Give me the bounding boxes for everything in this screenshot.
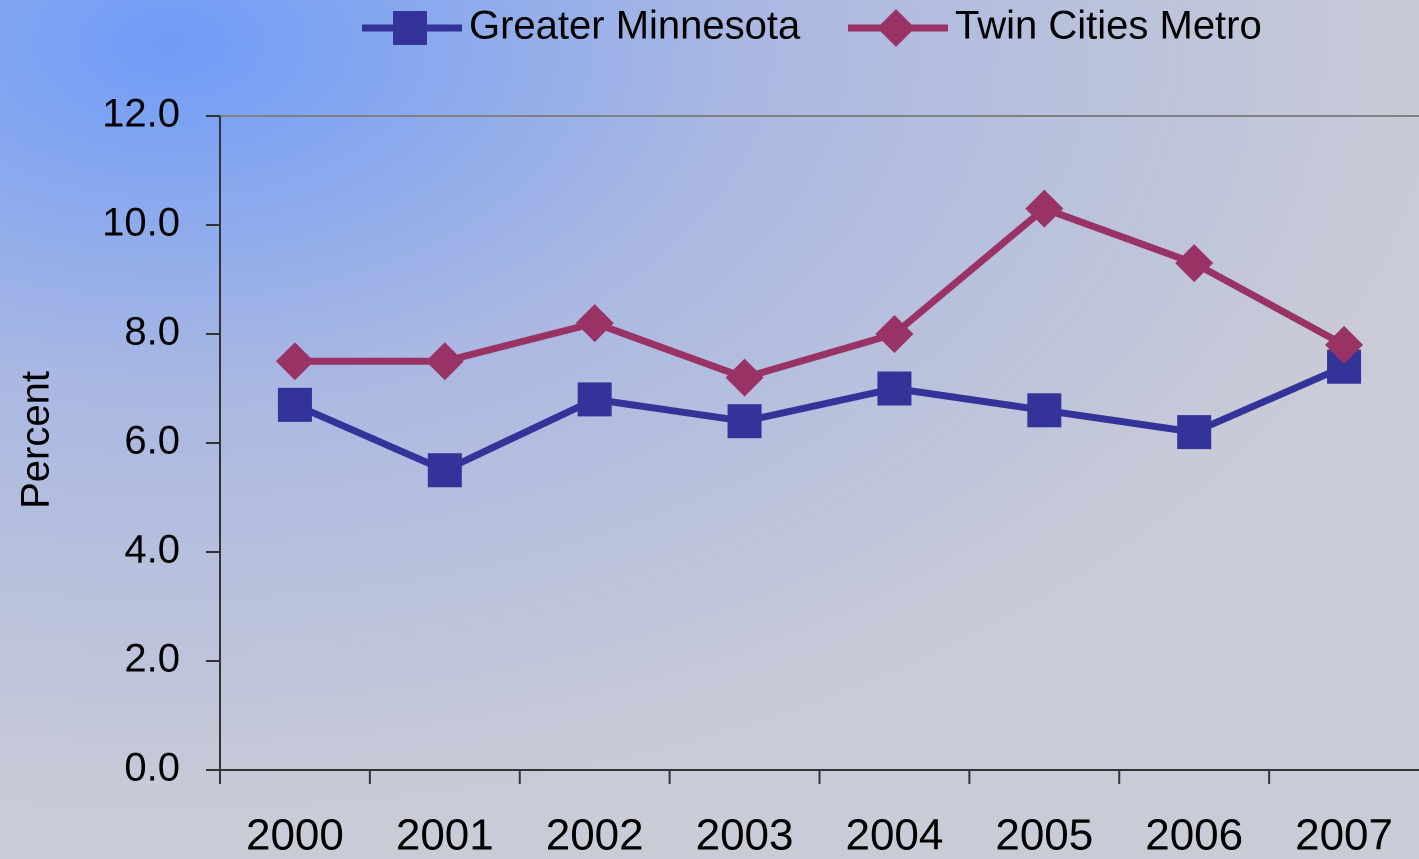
marker-square	[1027, 393, 1062, 428]
series-line	[294, 205, 1346, 382]
marker-square	[727, 404, 762, 439]
legend-label: Twin Cities Metro	[955, 4, 1262, 48]
x-tick-label: 2003	[696, 811, 794, 859]
x-tick-label: 2006	[1145, 811, 1243, 859]
marker-square	[427, 453, 462, 488]
marker-diamond	[1025, 189, 1064, 228]
x-tick-label: 2007	[1295, 811, 1393, 859]
x-tick-label: 2000	[246, 811, 344, 859]
series-line	[293, 363, 1346, 474]
y-axis-label: Percent	[14, 371, 58, 509]
marker-square	[1177, 415, 1212, 450]
legend-label: Greater Minnesota	[469, 4, 801, 48]
marker-diamond	[575, 304, 614, 343]
marker-square	[577, 382, 612, 417]
marker-diamond	[425, 342, 464, 381]
y-tick-label: 2.0	[124, 637, 180, 681]
x-tick-label: 2004	[845, 811, 943, 859]
y-tick-label: 12.0	[102, 92, 180, 136]
x-tick-label: 2005	[995, 811, 1093, 859]
marker-diamond	[275, 342, 314, 381]
marker-diamond	[1325, 325, 1364, 364]
legend-marker	[877, 9, 915, 47]
marker-diamond	[725, 358, 764, 397]
x-tick-label: 2001	[396, 811, 494, 859]
y-tick-label: 6.0	[124, 419, 180, 463]
marker-diamond	[1175, 244, 1214, 283]
y-tick-label: 8.0	[124, 310, 180, 354]
marker-square	[877, 371, 912, 406]
y-tick-label: 10.0	[102, 201, 180, 245]
y-tick-label: 0.0	[124, 746, 180, 790]
legend-marker	[393, 11, 427, 45]
x-tick-label: 2002	[546, 811, 644, 859]
marker-square	[277, 387, 312, 422]
y-tick-label: 4.0	[124, 528, 180, 572]
marker-diamond	[875, 315, 914, 353]
